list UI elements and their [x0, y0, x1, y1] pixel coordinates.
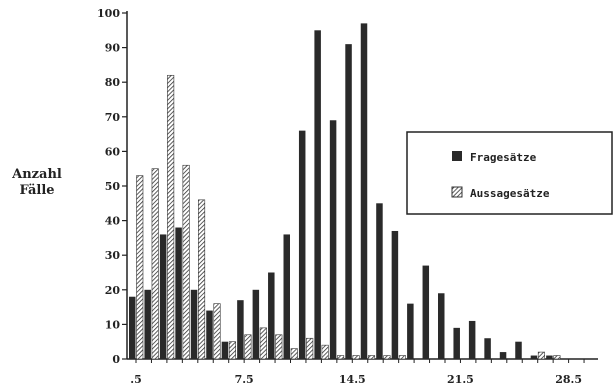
y-tick-label: 50	[105, 180, 121, 193]
bar-fragesaetze	[345, 44, 352, 359]
y-tick-label: 60	[105, 145, 121, 158]
y-tick-label: 100	[97, 7, 120, 20]
bar-fragesaetze	[329, 120, 337, 359]
bar-fragesaetze	[206, 310, 213, 359]
bar-fragesaetze	[546, 355, 553, 359]
bar-fragesaetze	[159, 234, 167, 359]
y-tick-label: 20	[105, 284, 121, 297]
y-tick-label: 70	[105, 111, 121, 124]
bar-fragesaetze	[422, 265, 430, 359]
bar-aussagesaetze	[290, 348, 298, 360]
legend-label-fragesaetze: Fragesätze	[470, 151, 537, 164]
bar-aussagesaetze	[244, 334, 252, 360]
bar-aussagesaetze	[337, 355, 345, 360]
x-tick-label: 28.5	[555, 373, 582, 386]
x-tick-label: 14.5	[339, 373, 366, 386]
bar-aussagesaetze	[321, 344, 329, 360]
y-tick-label: 90	[105, 42, 121, 55]
bar-fragesaetze	[190, 289, 198, 359]
axes: 0 10 20 30 40 50 60 70 80 90 100 .5 7.5 14.5 21.5 28.5	[97, 7, 598, 386]
bar-fragesaetze	[484, 338, 491, 359]
bar-fragesaetze	[268, 272, 275, 359]
bar-aussagesaetze	[136, 175, 144, 360]
y-tick-label: 10	[105, 318, 121, 331]
bar-aussagesaetze	[228, 341, 236, 360]
bar-fragesaetze	[221, 341, 229, 359]
legend-swatch-fragesaetze	[452, 151, 462, 161]
y-tick-label: 80	[105, 76, 121, 89]
y-axis-label-line-2: Fälle	[19, 183, 54, 198]
bar-fragesaetze	[252, 289, 260, 359]
bars	[129, 23, 561, 360]
bar-fragesaetze	[391, 230, 399, 359]
bar-fragesaetze	[314, 30, 321, 360]
x-tick-label: 21.5	[447, 373, 474, 386]
legend: Fragesätze Aussagesätze	[406, 131, 613, 215]
legend-box	[406, 131, 613, 215]
x-tick-label: 7.5	[235, 373, 254, 386]
bar-aussagesaetze	[167, 74, 175, 360]
bar-fragesaetze	[129, 296, 136, 359]
bar-aussagesaetze	[367, 355, 376, 360]
bar-aussagesaetze	[259, 327, 267, 360]
bar-aussagesaetze	[383, 355, 391, 360]
bar-fragesaetze	[515, 341, 522, 359]
bar-fragesaetze	[407, 303, 414, 359]
bar-fragesaetze	[237, 300, 244, 359]
bar-aussagesaetze	[306, 337, 314, 360]
legend-swatch-aussagesaetze	[451, 186, 463, 198]
bar-fragesaetze	[175, 227, 182, 359]
bar-aussagesaetze	[553, 355, 561, 360]
bar-aussagesaetze	[198, 199, 206, 360]
bar-aussagesaetze	[151, 168, 159, 360]
y-tick-label: 0	[112, 353, 120, 366]
legend-label-aussagesaetze: Aussagesätze	[470, 187, 550, 200]
bar-fragesaetze	[376, 203, 383, 359]
bar-aussagesaetze	[182, 164, 190, 360]
y-axis-label-line-1: Anzahl	[11, 167, 62, 182]
y-tick-label: 30	[105, 249, 121, 262]
bar-fragesaetze	[438, 293, 445, 359]
bar-aussagesaetze	[213, 303, 221, 360]
bar-fragesaetze	[283, 234, 290, 359]
bar-fragesaetze	[360, 23, 368, 359]
bar-fragesaetze	[298, 130, 306, 359]
bar-fragesaetze	[499, 352, 507, 359]
bar-aussagesaetze	[537, 351, 546, 360]
x-tick-label: .5	[130, 373, 141, 386]
bar-fragesaetze	[468, 320, 476, 359]
bar-aussagesaetze	[352, 355, 360, 360]
bar-fragesaetze	[453, 327, 460, 359]
y-tick-label: 40	[105, 215, 121, 228]
bar-fragesaetze	[530, 355, 538, 359]
bar-aussagesaetze	[275, 334, 283, 360]
bar-fragesaetze	[144, 289, 151, 359]
y-axis-label: Anzahl Fälle	[11, 167, 62, 198]
bar-aussagesaetze	[398, 355, 406, 360]
